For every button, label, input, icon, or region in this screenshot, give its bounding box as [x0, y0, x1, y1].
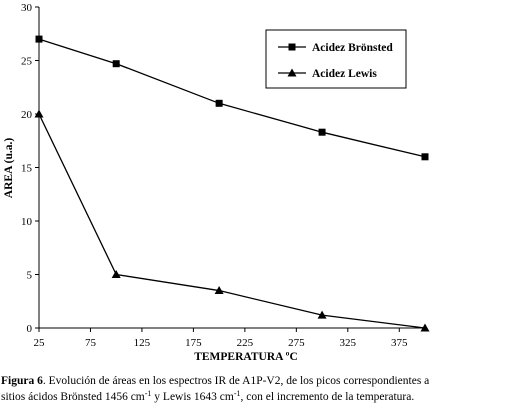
data-point [318, 128, 326, 136]
y-tick-label: 0 [27, 323, 33, 335]
data-point [317, 310, 327, 319]
figure-caption: Figura 6. Evolución de áreas en los espe… [1, 373, 513, 405]
axes: 0 5 10 15 20 25 30 25 75 125 175 225 275 325 375 [21, 2, 427, 349]
caption-text-1: . Evolución de áreas en los espectros IR… [42, 375, 430, 387]
x-tick-label: 75 [85, 337, 97, 349]
data-point [34, 109, 44, 118]
y-tick-label: 15 [21, 163, 33, 175]
legend-box [265, 29, 407, 89]
data-point [35, 35, 43, 43]
series-lewis [34, 109, 430, 332]
x-tick-label: 375 [391, 337, 408, 349]
data-point [111, 270, 121, 278]
y-tick-label: 25 [21, 56, 33, 68]
x-axis-label: TEMPERATURA ºC [194, 351, 298, 363]
x-tick-label: 325 [340, 337, 357, 349]
y-axis-label: AREA (u.a.) [3, 138, 15, 199]
x-tick-label: 125 [134, 337, 151, 349]
x-tick-label: 225 [237, 337, 254, 349]
legend-marker [287, 68, 297, 77]
legend-entry: Acidez Lewis [312, 68, 377, 80]
caption-sup-1: -1 [144, 389, 152, 398]
series-layer [34, 35, 430, 332]
caption-text-2a: sitios ácidos Brönsted 1456 cm [1, 391, 145, 403]
series-line [38, 113, 426, 329]
caption-text-2c: , con el incremento de la temperatura. [240, 391, 415, 403]
y-tick-label: 20 [21, 109, 33, 121]
data-point [112, 60, 120, 68]
data-point [421, 153, 429, 161]
x-tick-label: 275 [288, 337, 305, 349]
legend: Acidez Brönsted Acidez Lewis [265, 29, 407, 89]
x-tick-label: 25 [34, 337, 46, 349]
data-point [214, 286, 224, 295]
legend-entry: Acidez Brönsted [312, 42, 393, 54]
y-tick-label: 30 [21, 2, 33, 14]
caption-text-2b: y Lewis 1643 cm [151, 391, 234, 403]
x-tick-label: 175 [185, 337, 202, 349]
y-tick-label: 5 [27, 270, 33, 282]
series-bronsted [35, 35, 429, 161]
legend-marker [288, 43, 296, 51]
caption-line-1: Figura 6. Evolución de áreas en los espe… [1, 373, 513, 389]
caption-label: Figura 6 [1, 375, 43, 387]
y-tick-label: 10 [21, 216, 33, 228]
caption-sup-2: -1 [233, 389, 241, 398]
data-point [215, 99, 223, 107]
caption-line-2: sitios ácidos Brönsted 1456 cm-1 y Lewis… [1, 389, 513, 405]
data-point [420, 323, 430, 332]
line-chart: 0 5 10 15 20 25 30 25 75 125 175 225 275 325 375 Acide… [3, 2, 430, 363]
